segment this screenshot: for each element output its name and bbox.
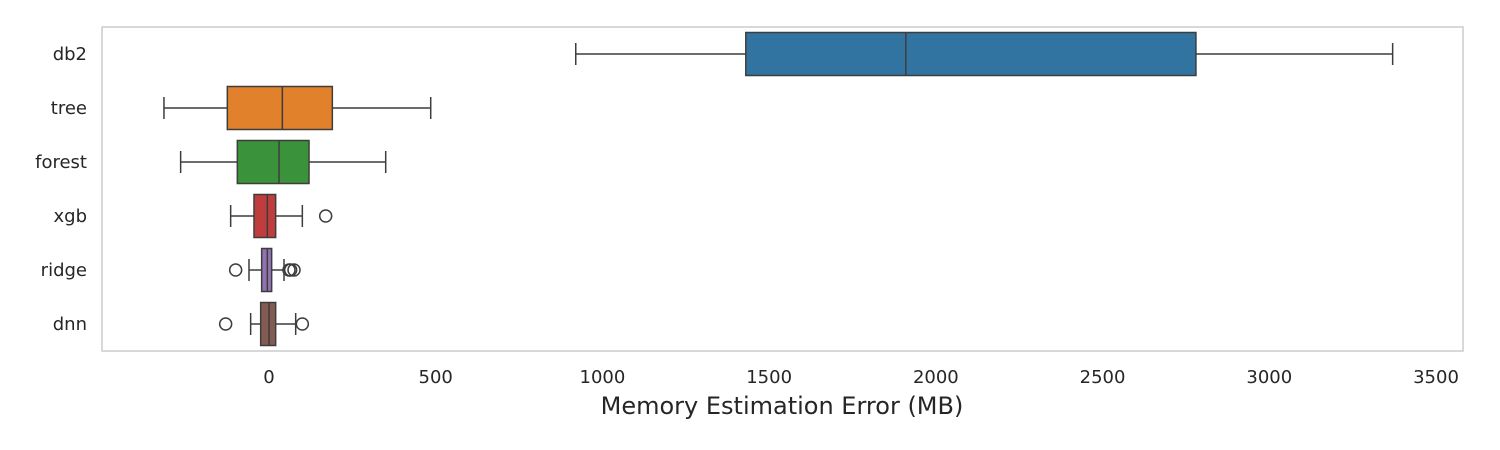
box-dnn — [218, 301, 310, 347]
x-tick-label-500: 500 — [419, 367, 453, 388]
box-db2 — [575, 31, 1394, 77]
iqr-box-forest — [236, 139, 310, 185]
y-tick-label-tree: tree — [51, 98, 87, 119]
outlier-ridge-0 — [228, 263, 243, 277]
outlier-ridge-3 — [287, 263, 301, 277]
box-ridge — [228, 247, 301, 293]
outlier-dnn-1 — [295, 317, 310, 331]
y-tick-label-ridge: ridge — [41, 260, 87, 281]
outlier-ridge-2 — [283, 263, 298, 277]
y-tick-label-forest: forest — [35, 152, 87, 173]
x-tick-label-0: 0 — [263, 367, 274, 388]
iqr-box-db2 — [745, 31, 1197, 77]
x-tick-label-3000: 3000 — [1246, 367, 1292, 388]
iqr-box-tree — [226, 85, 334, 131]
x-tick-label-3500: 3500 — [1413, 367, 1459, 388]
outlier-dnn-0 — [218, 317, 233, 331]
x-tick-label-1000: 1000 — [580, 367, 626, 388]
boxes-layer — [163, 31, 1394, 347]
box-forest — [179, 139, 387, 185]
iqr-box-dnn — [259, 301, 277, 347]
y-tick-label-db2: db2 — [53, 44, 87, 65]
y-tick-label-dnn: dnn — [53, 314, 87, 335]
x-tick-label-1500: 1500 — [746, 367, 792, 388]
y-tick-label-xgb: xgb — [53, 206, 87, 227]
x-tick-label-2000: 2000 — [913, 367, 959, 388]
x-tick-labels: 0 500 1000 1500 2000 2500 3000 3500 — [263, 367, 1459, 388]
y-tick-labels: db2 tree forest xgb ridge dnn — [35, 44, 87, 335]
x-tick-label-2500: 2500 — [1080, 367, 1126, 388]
x-axis-title: Memory Estimation Error (MB) — [601, 392, 964, 420]
iqr-box-xgb — [253, 193, 277, 239]
box-tree — [163, 85, 432, 131]
outlier-xgb-0 — [318, 209, 333, 223]
box-xgb — [229, 193, 333, 239]
plot-frame — [101, 26, 1464, 352]
